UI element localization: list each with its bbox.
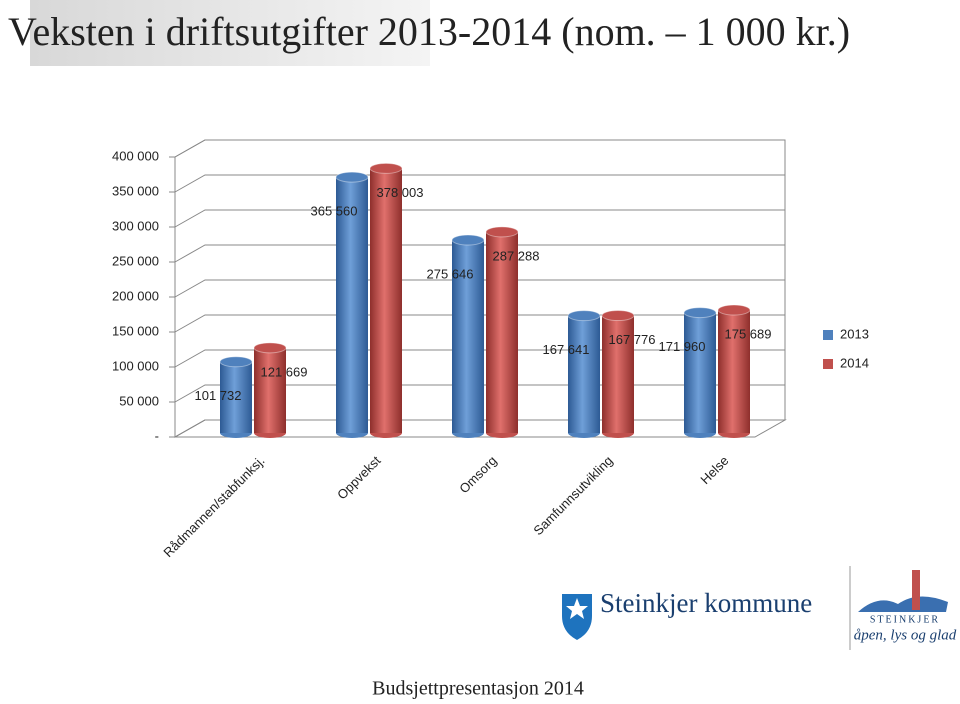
value-label: 167 641 — [543, 342, 590, 357]
bar-top — [485, 226, 519, 238]
legend-label: 2013 — [840, 326, 869, 341]
header-decoration — [30, 0, 430, 66]
grid-line — [174, 279, 785, 298]
y-tick-label: 50 000 — [119, 393, 159, 408]
legend-swatch — [823, 330, 833, 340]
bar — [568, 315, 600, 433]
bar-top — [335, 171, 369, 183]
y-tick-label: 200 000 — [112, 288, 159, 303]
value-label: 378 003 — [377, 185, 424, 200]
logo-tower — [912, 570, 920, 610]
logo-name: Steinkjer kommune — [600, 588, 812, 618]
value-label: 167 776 — [609, 332, 656, 347]
value-label: 121 669 — [261, 364, 308, 379]
legend-swatch — [823, 359, 833, 369]
bar — [370, 168, 402, 434]
logo-town-art — [858, 596, 948, 612]
logo-slogan: åpen, lys og glad — [854, 627, 957, 643]
x-tick-label: Omsorg — [456, 453, 499, 496]
slide-title: Veksten i driftsutgifter 2013-2014 (nom.… — [8, 9, 850, 54]
y-tick-label: 300 000 — [112, 218, 159, 233]
bar-top — [369, 162, 403, 174]
bar — [718, 310, 750, 433]
logo-town: STEINKJER — [870, 614, 940, 625]
grid-line — [174, 174, 785, 193]
y-tick-label: 250 000 — [112, 253, 159, 268]
bar-top — [451, 234, 485, 246]
y-tick-label: 150 000 — [112, 323, 159, 338]
bar — [602, 315, 634, 433]
grid-line — [174, 209, 785, 228]
footer: Budsjettpresentasjon 2014 — [372, 678, 584, 700]
x-tick-label: Samfunnsutvikling — [530, 453, 615, 538]
y-tick-label: 350 000 — [112, 183, 159, 198]
bar — [336, 177, 368, 433]
value-label: 275 646 — [427, 266, 474, 281]
legend-label: 2014 — [840, 355, 869, 370]
bar-top — [253, 342, 287, 354]
y-tick-label: 100 000 — [112, 358, 159, 373]
logo: Steinkjer kommune STEINKJER åpen, lys og… — [562, 566, 957, 650]
x-tick-label: Helse — [697, 453, 731, 487]
grid-line — [174, 139, 785, 158]
y-tick-label: - — [155, 428, 159, 443]
bar — [452, 240, 484, 433]
value-label: 175 689 — [725, 326, 772, 341]
bar — [254, 347, 286, 433]
bar-top — [567, 310, 601, 322]
value-label: 101 732 — [195, 388, 242, 403]
value-label: 287 288 — [493, 248, 540, 263]
x-tick-label: Rådmannen/stabfunksj. — [160, 453, 267, 560]
bar — [684, 312, 716, 433]
bar — [220, 361, 252, 433]
logo-shield — [562, 594, 592, 640]
chart: - 50 000 100 000 150 000 200 000 250 000 300 0… — [112, 139, 869, 560]
bar-top — [219, 356, 253, 368]
bar-top — [683, 307, 717, 319]
bar-top — [717, 304, 751, 316]
value-label: 171 960 — [659, 339, 706, 354]
logo-star — [566, 598, 588, 619]
y-tick-label: 400 000 — [112, 148, 159, 163]
bar-top — [601, 310, 635, 322]
grid-line — [174, 244, 785, 263]
bar — [486, 231, 518, 433]
x-tick-label: Oppvekst — [334, 453, 384, 503]
value-label: 365 560 — [311, 204, 358, 219]
